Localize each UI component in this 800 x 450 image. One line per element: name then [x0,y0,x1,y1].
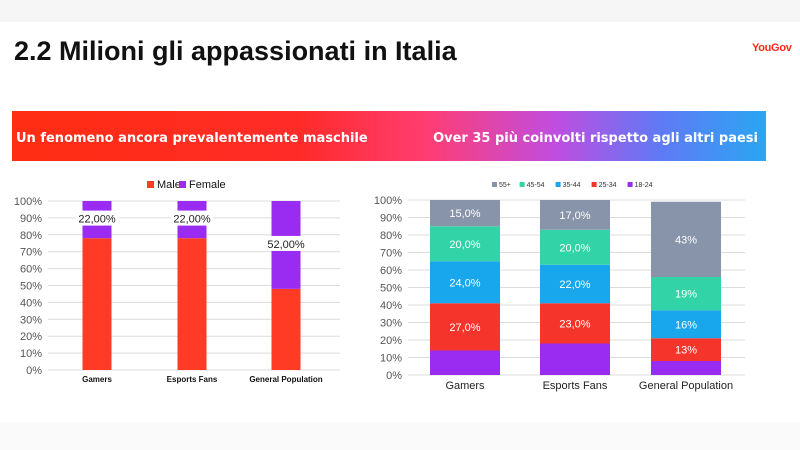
bar-segment [651,277,721,311]
legend-label: 35-44 [563,182,581,189]
top-strip [0,0,800,22]
bar-segment [177,238,207,370]
bar-segment [540,264,610,304]
x-tick-label: General Population [249,375,322,384]
y-tick-label: 50% [20,281,42,293]
y-tick-label: 80% [20,230,42,242]
x-tick-label: Esports Fans [543,380,608,392]
data-label: 22,00% [78,214,116,226]
data-label: 23,0% [559,318,590,330]
banner-right-text: Over 35 più coinvolti rispetto agli altr… [433,131,758,146]
banner-left-text: Un fenomeno ancora prevalentemente masch… [16,131,368,146]
data-label-bg [75,210,119,226]
y-tick-label: 70% [380,248,402,260]
bar-segment [540,200,610,230]
y-tick-label: 100% [14,196,42,208]
data-label: 20,0% [449,239,480,251]
y-tick-label: 20% [380,335,402,347]
data-label-bg [264,235,308,251]
data-label: 27,0% [449,322,480,334]
data-label: 22,0% [559,279,590,291]
legend-swatch [147,181,154,188]
brand-logo: YouGov [752,42,792,54]
legend-swatch [492,182,497,187]
banner: Un fenomeno ancora prevalentemente masch… [12,111,766,161]
y-tick-label: 90% [380,213,402,225]
legend-swatch [179,181,186,188]
y-tick-label: 10% [380,353,402,365]
y-tick-label: 40% [20,297,42,309]
legend-label: Female [189,179,226,191]
data-label: 24,0% [449,277,480,289]
legend-label: 55+ [499,182,511,189]
data-label: 20,0% [559,242,590,254]
bar-segment [540,229,610,265]
x-tick-label: Esports Fans [167,375,218,384]
data-label: 22,00% [173,214,211,226]
bar-segment [430,303,500,351]
y-tick-label: 40% [380,300,402,312]
legend-label: 25-34 [599,182,617,189]
legend-swatch [627,182,633,187]
data-label: 16% [675,319,697,331]
data-label-bg [170,210,214,226]
y-tick-label: 0% [26,365,42,377]
data-label: 19% [675,289,697,301]
bar-segment [430,226,500,262]
bar-segment [271,288,301,370]
bar-segment [430,200,500,227]
y-tick-label: 60% [20,264,42,276]
y-tick-label: 20% [20,331,42,343]
bar-segment [651,338,721,361]
legend-label: Male [157,179,181,191]
x-tick-label: Gamers [445,380,485,392]
bar-segment [540,343,610,375]
legend-swatch [519,182,525,187]
data-label: 43% [675,234,697,246]
y-tick-label: 50% [380,283,402,295]
bar-segment [82,238,112,370]
data-label: 17,0% [559,210,590,222]
data-label: 52,00% [267,239,305,251]
y-tick-label: 90% [20,213,42,225]
y-tick-label: 60% [380,265,402,277]
data-label: 13% [675,345,697,357]
bar-segment [651,201,721,277]
y-tick-label: 0% [386,370,402,382]
bar-segment [651,361,721,375]
legend-label: 18-24 [635,182,653,189]
legend-swatch [591,182,597,187]
bar-segment [540,303,610,344]
y-tick-label: 100% [374,195,402,207]
y-tick-label: 10% [20,348,42,360]
bottom-strip [0,422,800,450]
legend-swatch [555,182,561,187]
x-tick-label: Gamers [82,375,112,384]
legend-label: 45-54 [527,182,545,189]
page-title: 2.2 Milioni gli appassionati in Italia [14,36,457,66]
bar-segment [430,261,500,304]
bar-segment [430,350,500,375]
x-tick-label: General Population [639,380,733,392]
y-tick-label: 30% [380,318,402,330]
bar-segment [651,310,721,339]
y-tick-label: 70% [20,247,42,259]
data-label: 15,0% [449,208,480,220]
y-tick-label: 80% [380,230,402,242]
y-tick-label: 30% [20,314,42,326]
